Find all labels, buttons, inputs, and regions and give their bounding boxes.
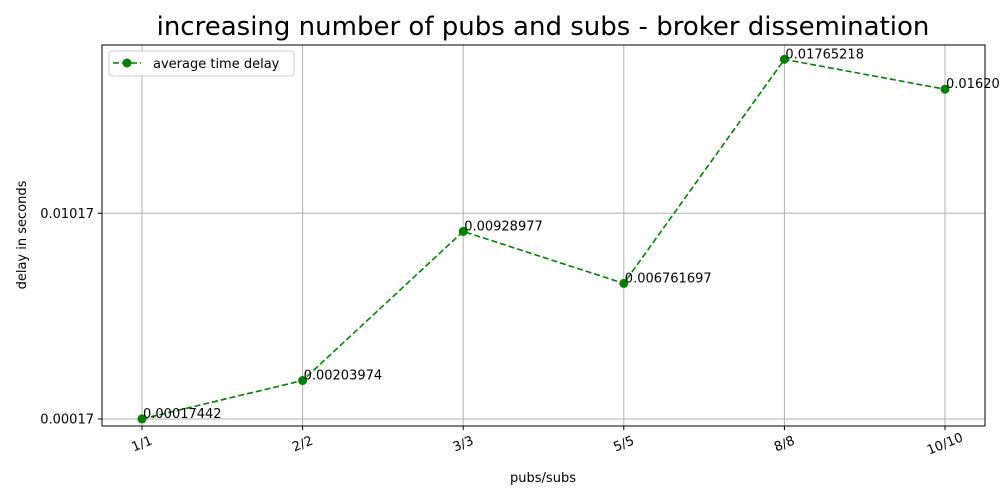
- y-axis-label: delay in seconds: [15, 180, 30, 289]
- data-point: [940, 84, 950, 94]
- data-point: [137, 414, 147, 424]
- data-label: 0.00928977: [464, 219, 543, 234]
- x-tick-label: 2/2: [290, 434, 315, 456]
- data-label: 0.00017442: [143, 407, 222, 422]
- x-tick-label: 1/1: [130, 434, 155, 456]
- data-point: [298, 376, 308, 386]
- y-tick-label: 0.00017: [40, 413, 94, 428]
- y-tick-label: 0.01017: [40, 207, 94, 222]
- x-tick-label: 3/3: [451, 434, 476, 456]
- legend-box: [108, 50, 295, 77]
- legend: average time delay: [108, 50, 295, 77]
- legend-marker: [122, 58, 132, 68]
- data-label: 0.006761697: [625, 271, 712, 286]
- chart-title: increasing number of pubs and subs - bro…: [157, 12, 930, 42]
- x-axis-label: pubs/subs: [510, 471, 576, 486]
- y-axis: 0.00017 0.01017: [40, 207, 102, 428]
- x-tick-label: 5/5: [611, 434, 636, 456]
- data-label: 0.01620: [946, 77, 1000, 92]
- x-tick-label: 8/8: [772, 434, 797, 456]
- x-axis: 1/1 2/2 3/3 5/5 8/8 10/10: [130, 426, 965, 458]
- x-tick-label: 10/10: [925, 430, 965, 458]
- data-point: [619, 278, 629, 288]
- data-label: 0.01765218: [785, 47, 864, 62]
- series-line: [141, 58, 946, 420]
- data-label: 0.00203974: [304, 369, 383, 384]
- data-point: [779, 54, 789, 64]
- grid: [102, 45, 985, 426]
- data-point: [458, 226, 468, 236]
- plot-area: [101, 44, 986, 427]
- series-layer: 0.00017442 0.00203974 0.00928977 0.00676169…: [137, 47, 1000, 424]
- legend-label: average time delay: [153, 57, 280, 72]
